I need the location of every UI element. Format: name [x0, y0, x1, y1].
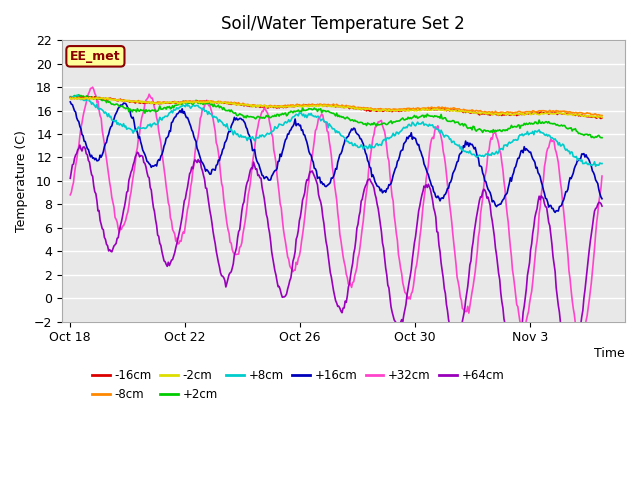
- Title: Soil/Water Temperature Set 2: Soil/Water Temperature Set 2: [221, 15, 465, 33]
- X-axis label: Time: Time: [595, 347, 625, 360]
- Y-axis label: Temperature (C): Temperature (C): [15, 130, 28, 232]
- Legend: -16cm, -8cm, -2cm, +2cm, +8cm, +16cm, +32cm, +64cm: -16cm, -8cm, -2cm, +2cm, +8cm, +16cm, +3…: [88, 364, 509, 406]
- Text: EE_met: EE_met: [70, 50, 121, 63]
